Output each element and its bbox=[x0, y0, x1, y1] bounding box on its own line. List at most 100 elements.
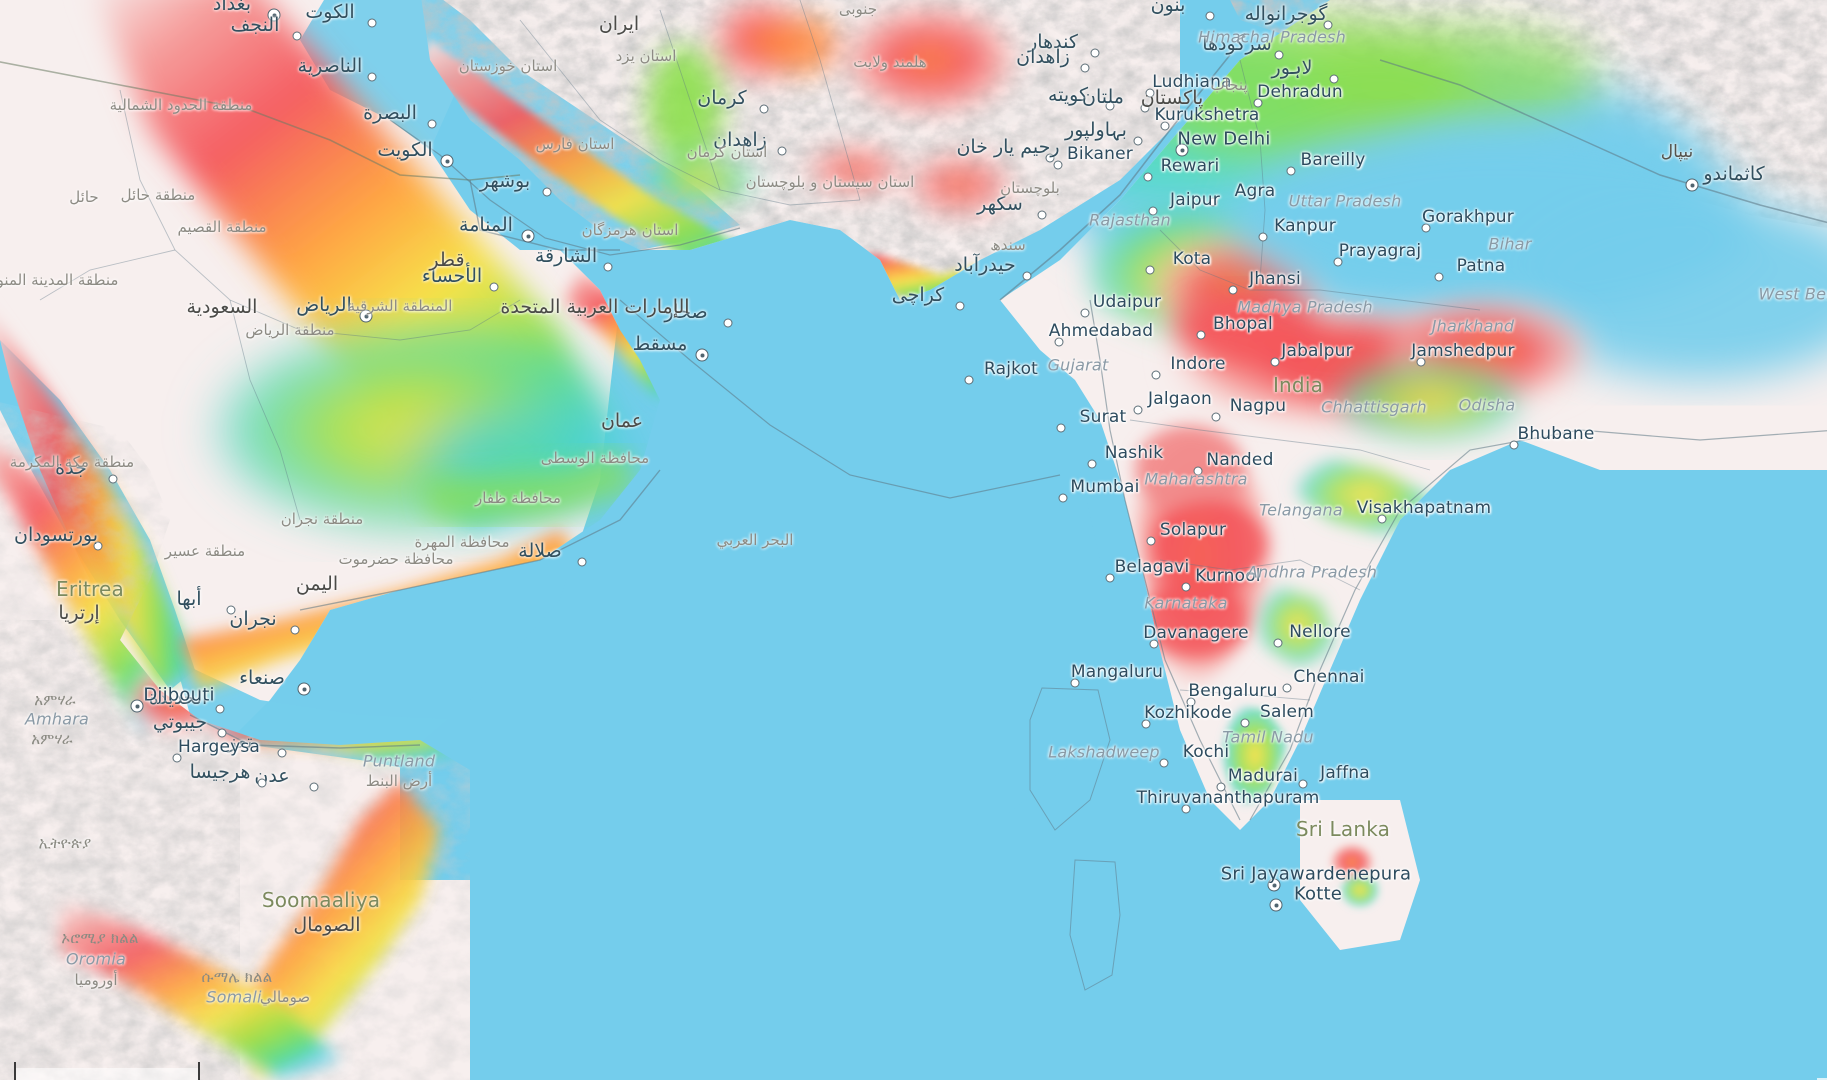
city-marker[interactable] bbox=[1146, 536, 1156, 546]
city-marker[interactable] bbox=[1037, 210, 1047, 220]
city-marker[interactable] bbox=[215, 704, 225, 714]
city-marker[interactable] bbox=[1053, 160, 1063, 170]
city-marker[interactable] bbox=[1286, 166, 1296, 176]
capital-marker[interactable] bbox=[359, 309, 373, 323]
attribution[interactable] bbox=[1817, 1078, 1827, 1080]
city-marker[interactable] bbox=[1333, 257, 1343, 267]
heat-overlay-arabia bbox=[0, 0, 660, 690]
city-marker[interactable] bbox=[1377, 514, 1387, 524]
city-marker[interactable] bbox=[1054, 337, 1064, 347]
city-marker[interactable] bbox=[93, 541, 103, 551]
city-marker[interactable] bbox=[367, 18, 377, 28]
city-marker[interactable] bbox=[964, 375, 974, 385]
city-marker[interactable] bbox=[1208, 197, 1218, 207]
city-marker[interactable] bbox=[1216, 782, 1226, 792]
city-label: Ludhiana bbox=[1152, 72, 1232, 92]
city-marker[interactable] bbox=[1323, 20, 1333, 30]
city-marker[interactable] bbox=[1133, 136, 1143, 146]
city-marker[interactable] bbox=[777, 146, 787, 156]
city-marker[interactable] bbox=[226, 605, 236, 615]
city-marker[interactable] bbox=[1253, 98, 1263, 108]
capital-marker[interactable] bbox=[297, 682, 311, 696]
city-marker[interactable] bbox=[542, 187, 552, 197]
city-marker[interactable] bbox=[1105, 573, 1115, 583]
city-marker[interactable] bbox=[217, 728, 227, 738]
city-marker[interactable] bbox=[290, 625, 300, 635]
city-marker[interactable] bbox=[1181, 804, 1191, 814]
city-marker[interactable] bbox=[1149, 639, 1159, 649]
city-marker[interactable] bbox=[1240, 718, 1250, 728]
city-marker[interactable] bbox=[1193, 466, 1203, 476]
city-marker[interactable] bbox=[1105, 101, 1115, 111]
city-marker[interactable] bbox=[1186, 697, 1196, 707]
city-marker[interactable] bbox=[759, 104, 769, 114]
city-marker[interactable] bbox=[577, 557, 587, 567]
city-marker[interactable] bbox=[1045, 153, 1055, 163]
city-marker[interactable] bbox=[1205, 11, 1215, 21]
capital-marker[interactable] bbox=[521, 229, 535, 243]
city-marker[interactable] bbox=[108, 474, 118, 484]
city-marker[interactable] bbox=[1211, 412, 1221, 422]
city-label: Thiruvananthapuram bbox=[1136, 788, 1320, 808]
city-marker[interactable] bbox=[1140, 103, 1150, 113]
city-marker[interactable] bbox=[367, 72, 377, 82]
city-marker[interactable] bbox=[1058, 493, 1068, 503]
city-marker[interactable] bbox=[1509, 440, 1519, 450]
city-marker[interactable] bbox=[723, 318, 733, 328]
city-marker[interactable] bbox=[1273, 638, 1283, 648]
city-marker[interactable] bbox=[489, 282, 499, 292]
city-marker[interactable] bbox=[292, 31, 302, 41]
city-marker[interactable] bbox=[1133, 405, 1143, 415]
city-label: Sri Jayawardenepura bbox=[1220, 863, 1412, 885]
city-label: Rewari bbox=[1160, 156, 1220, 176]
city-marker[interactable] bbox=[1416, 357, 1426, 367]
city-marker[interactable] bbox=[277, 748, 287, 758]
city-marker[interactable] bbox=[1434, 272, 1444, 282]
city-marker[interactable] bbox=[1329, 74, 1339, 84]
city-marker[interactable] bbox=[1145, 88, 1155, 98]
city-label: صلالة bbox=[518, 540, 562, 562]
city-marker[interactable] bbox=[1143, 172, 1153, 182]
city-marker[interactable] bbox=[1181, 582, 1191, 592]
region-label: جنوبی bbox=[838, 0, 878, 18]
city-marker[interactable] bbox=[427, 119, 437, 129]
city-marker[interactable] bbox=[1282, 683, 1292, 693]
city-marker[interactable] bbox=[1022, 271, 1032, 281]
capital-marker[interactable] bbox=[1175, 143, 1189, 157]
capital-marker[interactable] bbox=[1685, 178, 1699, 192]
city-marker[interactable] bbox=[1160, 121, 1170, 131]
city-marker[interactable] bbox=[1196, 330, 1206, 340]
city-marker[interactable] bbox=[1270, 357, 1280, 367]
city-marker[interactable] bbox=[1090, 48, 1100, 58]
city-marker[interactable] bbox=[1159, 758, 1169, 768]
city-marker[interactable] bbox=[1258, 232, 1268, 242]
city-marker[interactable] bbox=[1148, 206, 1158, 216]
capital-marker[interactable] bbox=[267, 8, 281, 22]
city-marker[interactable] bbox=[1228, 285, 1238, 295]
city-marker[interactable] bbox=[1080, 63, 1090, 73]
city-marker[interactable] bbox=[1151, 370, 1161, 380]
city-marker[interactable] bbox=[1421, 223, 1431, 233]
capital-marker[interactable] bbox=[440, 154, 454, 168]
city-marker[interactable] bbox=[955, 301, 965, 311]
city-marker[interactable] bbox=[1080, 308, 1090, 318]
city-label: الحديدة bbox=[148, 687, 208, 709]
capital-marker[interactable] bbox=[1269, 898, 1283, 912]
heat-overlay-sri-lanka bbox=[1328, 842, 1380, 908]
capital-marker[interactable] bbox=[695, 348, 709, 362]
city-marker[interactable] bbox=[603, 262, 613, 272]
capital-marker[interactable] bbox=[1267, 878, 1281, 892]
region-label: أرض البنط bbox=[365, 772, 433, 790]
city-marker[interactable] bbox=[1145, 265, 1155, 275]
city-marker[interactable] bbox=[1070, 678, 1080, 688]
city-marker[interactable] bbox=[1298, 779, 1308, 789]
capital-marker[interactable] bbox=[130, 699, 144, 713]
city-marker[interactable] bbox=[1274, 50, 1284, 60]
city-marker[interactable] bbox=[257, 778, 267, 788]
city-marker[interactable] bbox=[172, 753, 182, 763]
city-marker[interactable] bbox=[309, 782, 319, 792]
city-marker[interactable] bbox=[1141, 719, 1151, 729]
city-marker[interactable] bbox=[1056, 423, 1066, 433]
city-marker[interactable] bbox=[1087, 459, 1097, 469]
